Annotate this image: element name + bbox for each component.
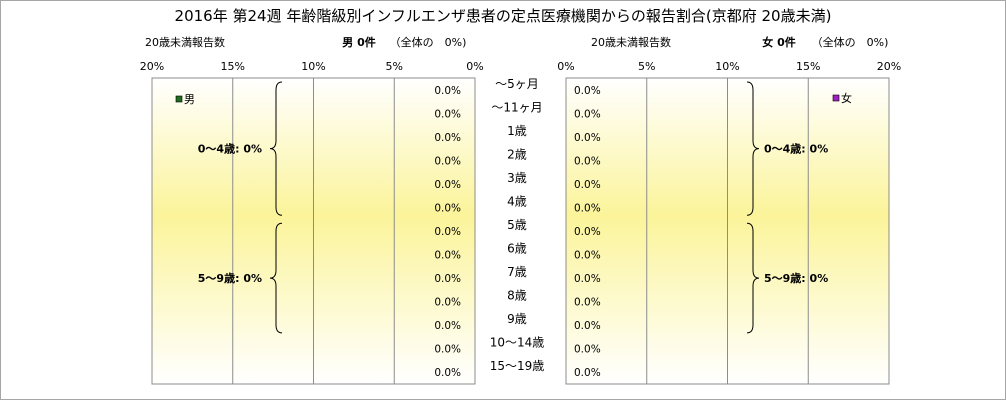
male-legend-label: 男 — [184, 93, 195, 106]
male-summary: 男 0件 — [342, 35, 375, 49]
male-gridlines — [232, 78, 395, 384]
female-legend-swatch — [832, 94, 840, 102]
female-tick-label: 20% — [877, 60, 901, 73]
female-age-group-brackets: 0～4歳: 0% 5～9歳: 0% — [746, 81, 828, 334]
male-data-label: 0.0% — [434, 108, 461, 120]
male-data-label: 0.0% — [434, 179, 461, 191]
male-data-label: 0.0% — [434, 202, 461, 214]
female-data-label: 0.0% — [574, 250, 601, 262]
female-data-label: 0.0% — [574, 179, 601, 191]
age-category-label: 3歳 — [507, 171, 527, 185]
chart-title: 2016年 第24週 年齢階級別インフルエンザ患者の定点医療機関からの報告割合(… — [175, 7, 832, 25]
male-tick-label: 5% — [386, 60, 403, 73]
male-tick-label: 10% — [301, 60, 325, 73]
male-legend-swatch — [175, 95, 183, 103]
male-count-label: 20歳未満報告数 — [145, 36, 225, 49]
male-share: （全体の 0%) — [390, 35, 467, 49]
female-gridlines — [646, 78, 809, 384]
male-data-label: 0.0% — [434, 297, 461, 309]
female-data-label: 0.0% — [574, 202, 601, 214]
age-category-label: 5歳 — [507, 218, 527, 232]
male-tick-labels: 20% 15% 10% 5% 0% — [140, 60, 484, 73]
male-group-bracket — [269, 81, 283, 216]
female-data-label: 0.0% — [574, 320, 601, 332]
female-data-label: 0.0% — [574, 85, 601, 97]
male-age-group-brackets: 0～4歳: 0% 5～9歳: 0% — [198, 81, 283, 334]
female-data-label: 0.0% — [574, 367, 601, 379]
female-data-label: 0.0% — [574, 226, 601, 238]
age-category-label: ～5ヶ月 — [495, 77, 539, 91]
male-tick-label: 20% — [140, 60, 164, 73]
female-group-label: 0～4歳: 0% — [764, 142, 828, 156]
male-data-label: 0.0% — [434, 250, 461, 262]
male-data-label: 0.0% — [434, 273, 461, 285]
age-category-label: 4歳 — [507, 194, 527, 208]
female-data-label: 0.0% — [574, 155, 601, 167]
male-data-label: 0.0% — [434, 132, 461, 144]
male-data-labels: 0.0% 0.0% 0.0% 0.0% 0.0% 0.0% 0.0% 0.0% 0.0% 0.0%… — [434, 85, 461, 379]
age-category-label: 7歳 — [507, 265, 527, 279]
female-tick-label: 10% — [715, 60, 739, 73]
female-data-label: 0.0% — [574, 344, 601, 356]
male-data-label: 0.0% — [434, 226, 461, 238]
male-group-bracket — [269, 222, 283, 334]
male-data-label: 0.0% — [434, 367, 461, 379]
male-data-label: 0.0% — [434, 155, 461, 167]
female-count-label: 20歳未満報告数 — [591, 36, 671, 49]
male-tick-label: 15% — [221, 60, 245, 73]
age-category-label: 1歳 — [507, 124, 527, 138]
female-group-label: 5～9歳: 0% — [764, 271, 828, 285]
female-data-label: 0.0% — [574, 297, 601, 309]
age-category-label: ～11ヶ月 — [491, 100, 542, 114]
male-group-label: 5～9歳: 0% — [198, 271, 262, 285]
female-data-labels: 0.0% 0.0% 0.0% 0.0% 0.0% 0.0% 0.0% 0.0% 0.0% 0.0%… — [574, 85, 601, 379]
age-category-label: 2歳 — [507, 147, 527, 161]
male-data-label: 0.0% — [434, 344, 461, 356]
age-category-labels: ～5ヶ月 ～11ヶ月 1歳 2歳 3歳 4歳 5歳 6歳 7歳 8歳 9歳 10～14歳 15～19歳 — [490, 77, 545, 373]
female-tick-labels: 0% 5% 10% 15% 20% — [557, 60, 901, 73]
female-tick-label: 15% — [796, 60, 820, 73]
age-category-label: 10～14歳 — [490, 336, 545, 350]
male-data-label: 0.0% — [434, 320, 461, 332]
female-data-label: 0.0% — [574, 108, 601, 120]
age-category-label: 6歳 — [507, 242, 527, 256]
female-summary: 女 0件 — [762, 35, 795, 49]
male-tick-label: 0% — [466, 60, 483, 73]
female-tick-label: 0% — [557, 60, 574, 73]
female-tick-label: 5% — [638, 60, 655, 73]
female-group-bracket — [746, 81, 760, 216]
female-legend-label: 女 — [841, 91, 852, 105]
male-group-label: 0～4歳: 0% — [198, 142, 262, 156]
female-data-label: 0.0% — [574, 273, 601, 285]
female-share: （全体の 0%) — [812, 35, 889, 49]
age-category-label: 9歳 — [507, 312, 527, 326]
age-category-label: 15～19歳 — [490, 359, 545, 373]
male-data-label: 0.0% — [434, 85, 461, 97]
age-category-label: 8歳 — [507, 289, 527, 303]
female-data-label: 0.0% — [574, 132, 601, 144]
female-group-bracket — [746, 222, 760, 334]
